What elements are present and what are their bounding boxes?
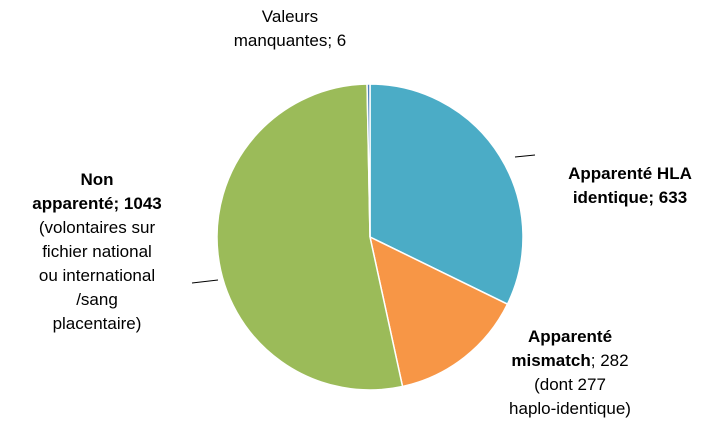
separator: ; [113, 194, 124, 213]
category-label: Non apparenté [32, 170, 114, 213]
value-label: 1043 [123, 194, 162, 213]
pie-slice [368, 235, 509, 388]
annotation: placentaire) [52, 314, 142, 333]
category-label: Apparenté mismatch [511, 327, 613, 370]
value-label: 6 [336, 31, 347, 50]
annotation: /sang [76, 290, 118, 309]
separator: ; [648, 188, 659, 207]
annotation: (volontaires sur [38, 218, 156, 237]
data-label: Apparenté mismatch; 282 (dont 277 haplo-id… [495, 325, 645, 421]
pie-slice [216, 83, 404, 391]
annotation: (dont 277 [534, 375, 606, 394]
category-label: Valeurs manquantes [233, 7, 328, 50]
value-label: 633 [658, 188, 688, 207]
data-label: Valeurs manquantes; 6 [220, 5, 360, 53]
separator: ; [327, 31, 337, 50]
leader-line [514, 154, 536, 158]
value-label: 282 [600, 351, 629, 370]
pie-slice [366, 83, 371, 238]
category-label: Apparenté HLA identique [568, 164, 692, 207]
data-label: Apparenté HLA identique; 633 [550, 162, 710, 210]
annotation: fichier national [42, 242, 152, 261]
leader-line [191, 279, 219, 284]
annotation: ou international [38, 266, 156, 285]
separator: ; [590, 351, 601, 370]
pie-slice [369, 83, 524, 306]
annotation: haplo-identique) [509, 399, 631, 418]
data-label: Non apparenté; 1043 (volontaires sur fichi… [22, 168, 172, 336]
